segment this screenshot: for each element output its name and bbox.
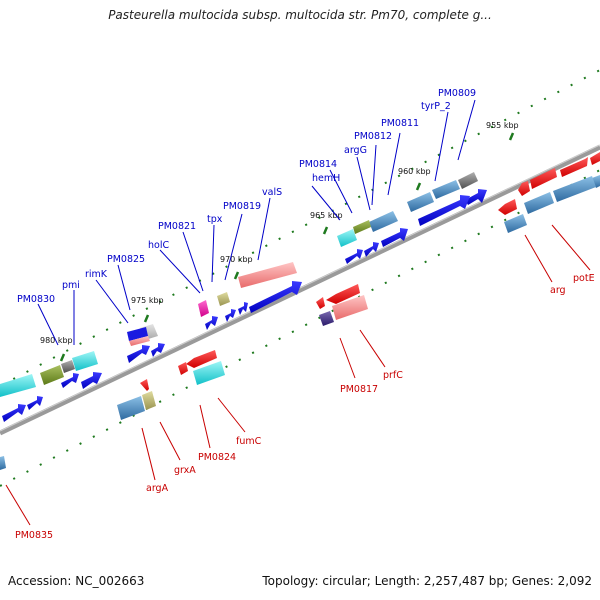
gene-label[interactable]: tyrP_2 (421, 101, 451, 112)
gene-label[interactable]: argG (344, 145, 367, 156)
genome-backbone (0, 144, 600, 436)
scale-tick-label: 970 kbp (220, 255, 253, 264)
minus-leaders (5, 224, 591, 526)
scale-tick-label: 975 kbp (131, 296, 164, 305)
gene-label[interactable]: PM0825 (107, 254, 145, 265)
gene-label[interactable]: tpx (207, 214, 223, 225)
plus-strand-arrows (2, 189, 487, 422)
genome-summary-text: Topology: circular; Length: 2,257,487 bp… (262, 574, 592, 588)
gene-label[interactable]: PM0835 (15, 530, 53, 541)
accession-text: Accession: NC_002663 (8, 574, 145, 588)
gene-label[interactable]: valS (262, 187, 282, 198)
gene-label[interactable]: PM0830 (17, 294, 55, 305)
map-title: Pasteurella multocida subsp. multocida s… (108, 8, 492, 22)
gene-label[interactable]: fumC (236, 436, 262, 447)
gene-label[interactable]: PM0817 (340, 384, 378, 395)
gene-label[interactable]: PM0814 (299, 159, 337, 170)
gene-label[interactable]: pmi (62, 280, 80, 291)
gene-label[interactable]: PM0809 (438, 88, 476, 99)
scale-ticks (59, 132, 515, 362)
inner-tick-rail (0, 169, 600, 487)
gene-label[interactable]: prfC (383, 370, 403, 381)
plus-leaders (37, 99, 476, 346)
gene-label[interactable]: arg (550, 285, 566, 296)
gene-label[interactable]: hemH (312, 173, 340, 184)
gene-label[interactable]: argA (146, 483, 169, 494)
scale-tick-label: 965 kbp (310, 211, 343, 220)
genome-backbone-highlight (0, 144, 600, 432)
plus-strand-blocks (0, 172, 478, 397)
gene-label[interactable]: PM0811 (381, 118, 419, 129)
scale-tick-label: 960 kbp (398, 167, 431, 176)
minus-strand-arrows (140, 152, 600, 391)
gene-label[interactable]: PM0824 (198, 452, 236, 463)
scale-tick-label: 955 kbp (486, 121, 519, 130)
gene-label[interactable]: holC (148, 240, 169, 251)
gene-label[interactable]: PM0812 (354, 131, 392, 142)
gene-label[interactable]: grxA (174, 465, 196, 476)
minus-strand-blocks (0, 175, 600, 470)
gene-label[interactable]: rimK (85, 269, 108, 280)
gene-label[interactable]: PM0821 (158, 221, 196, 232)
gene-label[interactable]: PM0819 (223, 201, 261, 212)
gene-label[interactable]: potE (573, 273, 595, 284)
